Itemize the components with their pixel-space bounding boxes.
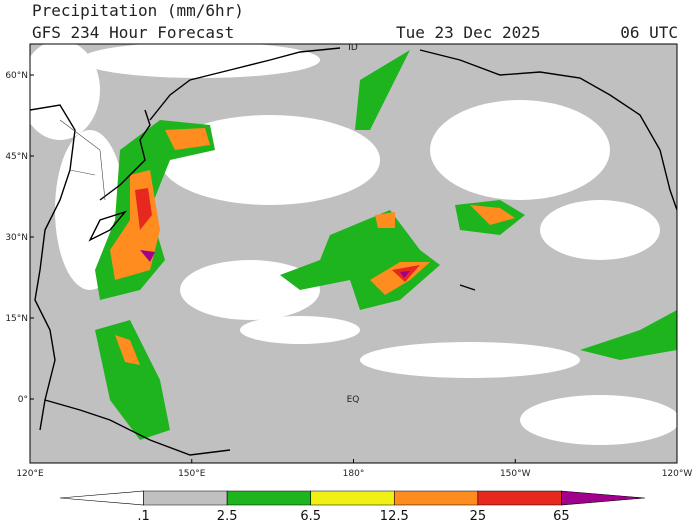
lon-label: 180°: [343, 469, 365, 479]
colorbar-segment: [143, 490, 228, 506]
title: Precipitation (mm/6hr): [32, 1, 244, 20]
lat-label: 60°N: [5, 71, 28, 81]
time: 06 UTC: [620, 23, 678, 42]
lat-label: 0°: [18, 395, 28, 405]
colorbar-segment: [393, 490, 479, 506]
dateline-marker: ID: [348, 43, 358, 53]
heavy-precip: [110, 128, 515, 365]
lat-label: 15°N: [5, 314, 28, 324]
colorbar-segment: [310, 490, 395, 506]
coastlines: [30, 47, 677, 456]
colorbar-segment: [561, 490, 646, 506]
colorbar-label: 6.5: [300, 509, 321, 524]
colorbar-segment: [59, 490, 144, 506]
colorbar-segment: [226, 490, 312, 506]
colorbar-label: .1: [137, 509, 149, 524]
lat-label: 45°N: [5, 152, 28, 162]
colorbar-label: 25: [470, 509, 487, 524]
colorbar-segment: [477, 490, 562, 506]
colorbar-label: 12.5: [380, 509, 409, 524]
colorbar-label: 65: [553, 509, 570, 524]
colorbar-label: 2.5: [217, 509, 238, 524]
date: Tue 23 Dec 2025: [396, 23, 541, 42]
lon-label: 120°E: [16, 469, 44, 479]
lon-label: 120°W: [662, 469, 693, 479]
dry-areas: [30, 44, 677, 445]
lon-label: 150°W: [500, 469, 531, 479]
subtitle: GFS 234 Hour Forecast: [32, 23, 234, 42]
lat-label: 30°N: [5, 233, 28, 243]
precip-field: [30, 44, 677, 463]
lon-label: 150°E: [178, 469, 206, 479]
equator-marker: EQ: [347, 395, 360, 405]
